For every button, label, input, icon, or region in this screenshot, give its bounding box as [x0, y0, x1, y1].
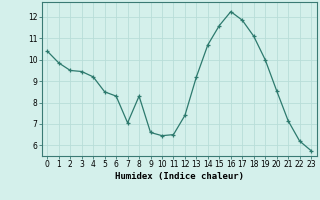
X-axis label: Humidex (Indice chaleur): Humidex (Indice chaleur): [115, 172, 244, 181]
